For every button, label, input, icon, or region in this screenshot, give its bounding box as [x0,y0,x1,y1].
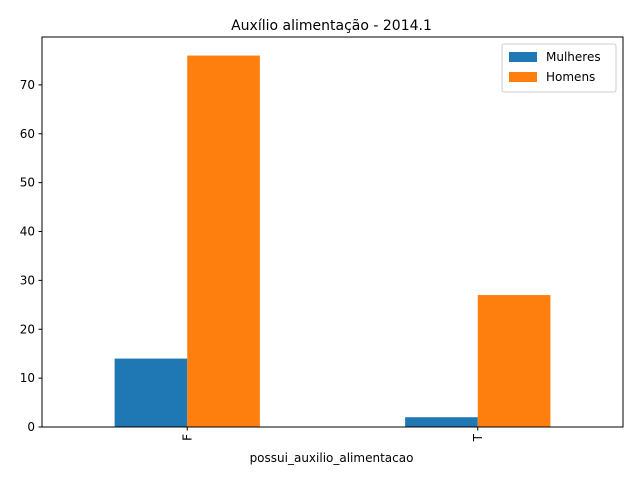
y-tick-label: 60 [20,127,35,141]
legend: Mulheres Homens [501,43,617,93]
legend-label-mulheres: Mulheres [546,50,601,64]
chart-title: Auxílio alimentação - 2014.1 [231,18,432,34]
y-tick-label: 30 [20,273,35,287]
y-tick-label: 50 [20,176,35,190]
bar-mulheres-f [114,358,188,427]
legend-swatch-homens [509,72,537,82]
x-axis-label: possui_auxilio_alimentacao [250,451,414,465]
bar-mulheres-t [405,417,478,427]
legend-label-homens: Homens [546,70,595,84]
bar-homens-f [187,55,260,427]
y-tick-label: 20 [20,322,35,336]
y-tick-label: 10 [20,371,35,385]
x-tick-label: F [180,434,194,441]
y-tick-label: 70 [20,78,35,92]
plot-frame [41,36,624,428]
bars-layer [114,55,551,427]
y-axis: 0 10 20 30 40 50 60 70 [20,78,42,434]
bar-homens-t [477,295,551,427]
x-tick-label: T [471,433,485,442]
y-tick-label: 0 [27,420,35,434]
legend-swatch-mulheres [509,52,537,62]
y-tick-label: 40 [20,225,35,239]
